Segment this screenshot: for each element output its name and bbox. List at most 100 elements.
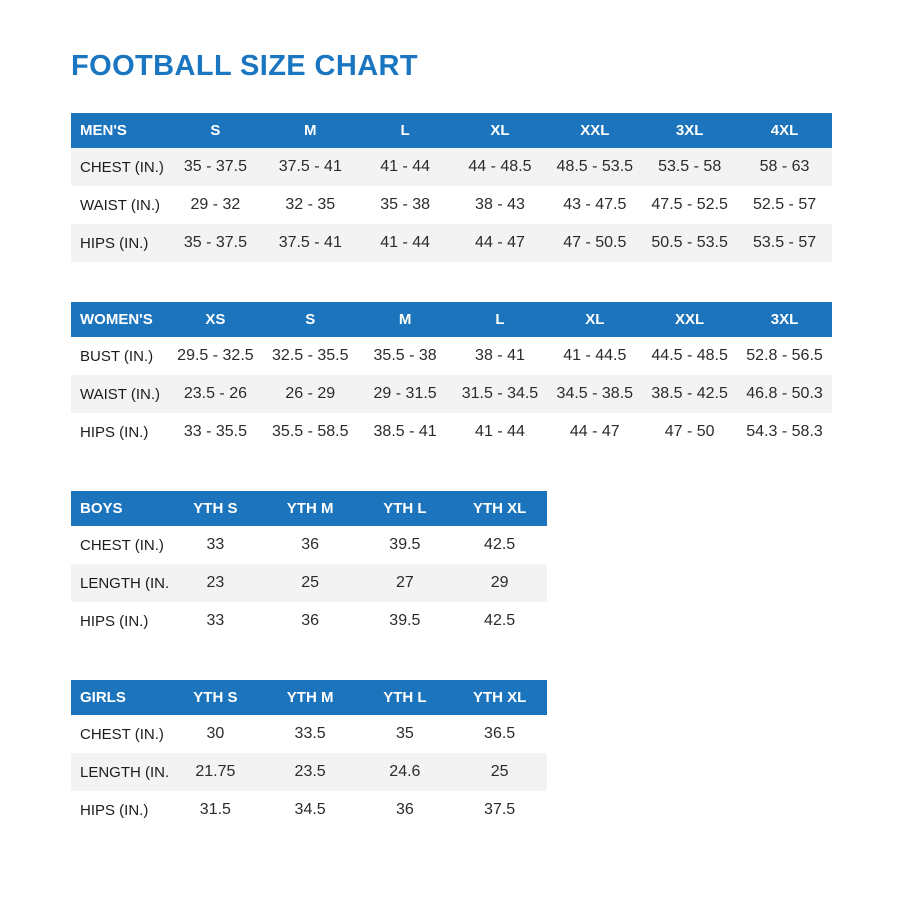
measurement-value: 42.5 — [484, 612, 516, 629]
size-column-header: S — [262, 302, 358, 337]
row-label: HIPS (IN.) — [80, 612, 149, 630]
size-column-header: XXL — [642, 302, 738, 337]
measurement-value: 38 - 43 — [475, 196, 525, 213]
measurement-value: 35.5 - 58.5 — [272, 423, 349, 440]
size-column-header: L — [452, 302, 548, 337]
measurement-value: 25 — [452, 753, 547, 791]
measurement-value: 27 — [357, 564, 453, 602]
measurement-value: 21.75 — [168, 753, 263, 791]
measurement-value: 35.5 - 38 — [373, 347, 437, 364]
size-column-header: S — [168, 113, 263, 148]
measurement-value: 36 — [301, 536, 320, 553]
table-row: HIPS (IN.) 35 - 37.5 37.5 - 41 41 - 44 44 - … — [71, 224, 832, 262]
measurement-value: 53.5 - 58 — [642, 148, 738, 186]
measurement-value: 44 - 47 — [569, 423, 620, 440]
row-label: WAIST (IN.) — [80, 196, 160, 214]
measurement-value: 35 - 37.5 — [168, 148, 263, 186]
measurement-value: 47 - 50.5 — [547, 224, 643, 262]
table-row: HIPS (IN.) 33 - 35.5 35.5 - 58.5 38.5 - 41 4… — [71, 413, 832, 451]
measurement-value: 38.5 - 41 — [373, 423, 437, 440]
measurement-value: 33 - 35.5 — [183, 423, 247, 440]
table-row: BUST (IN.) 29.5 - 32.5 32.5 - 35.5 35.5 - 3… — [71, 337, 832, 375]
page-title: FOOTBALL SIZE CHART — [71, 50, 418, 82]
size-column-header: YTH S — [168, 491, 263, 526]
measurement-value: 24.6 — [357, 753, 453, 791]
table-row: LENGTH (IN.) 23 25 27 29 — [71, 564, 547, 602]
row-label: HIPS (IN.) — [80, 801, 149, 819]
row-label: WAIST (IN.) — [71, 375, 168, 413]
boys-header-row: BOYS YTH S YTH M YTH L YTH XL — [71, 491, 547, 526]
size-column-header: YTH L — [357, 680, 453, 715]
measurement-value: 34.5 - 38.5 — [547, 375, 643, 413]
measurement-value: 31.5 — [199, 801, 231, 818]
measurement-value: 32.5 - 35.5 — [272, 347, 349, 364]
measurement-value: 37.5 - 41 — [262, 148, 358, 186]
size-column-header: L — [357, 113, 453, 148]
row-label: HIPS (IN.) — [80, 423, 149, 441]
row-label: BUST (IN.) — [80, 347, 154, 365]
measurement-value: 47 - 50 — [664, 423, 715, 440]
size-column-header: 4XL — [737, 113, 832, 148]
girls-size-table: GIRLS YTH S YTH M YTH L YTH XL CHEST (IN.) 30 3… — [71, 680, 547, 829]
size-column-header: XS — [168, 302, 263, 337]
measurement-value: 33 — [206, 612, 225, 629]
mens-table-title: MEN'S — [71, 113, 168, 148]
measurement-value: 43 - 47.5 — [563, 196, 627, 213]
table-row: HIPS (IN.) 33 36 39.5 42.5 — [71, 602, 547, 640]
measurement-value: 38.5 - 42.5 — [642, 375, 738, 413]
measurement-value: 25 — [262, 564, 358, 602]
table-row: CHEST (IN.) 30 33.5 35 36.5 — [71, 715, 547, 753]
measurement-value: 34.5 — [294, 801, 326, 818]
size-column-header: 3XL — [642, 113, 738, 148]
measurement-value: 41 - 44 — [475, 423, 525, 440]
measurement-value: 44.5 - 48.5 — [651, 347, 728, 364]
tables-host: MEN'S S M L XL XXL 3XL 4XL CHEST (IN.) 35 - 37.5 3… — [71, 113, 900, 829]
measurement-value: 35 — [395, 725, 414, 742]
measurement-value: 31.5 - 34.5 — [452, 375, 548, 413]
row-label: LENGTH (IN.) — [71, 564, 168, 602]
measurement-value: 39.5 — [389, 536, 421, 553]
size-column-header: XL — [452, 113, 548, 148]
measurement-value: 36 — [301, 612, 320, 629]
size-column-header: YTH XL — [452, 491, 547, 526]
measurement-value: 29 - 31.5 — [357, 375, 453, 413]
measurement-value: 54.3 - 58.3 — [746, 423, 823, 440]
size-column-header: XL — [547, 302, 643, 337]
table-row: LENGTH (IN.) 21.75 23.5 24.6 25 — [71, 753, 547, 791]
measurement-value: 29 - 32 — [190, 196, 241, 213]
measurement-value: 37.5 - 41 — [262, 224, 358, 262]
size-column-header: M — [357, 302, 453, 337]
measurement-value: 44 - 47 — [452, 224, 548, 262]
size-column-header: YTH M — [262, 491, 358, 526]
measurement-value: 42.5 — [484, 536, 516, 553]
table-row: CHEST (IN.) 35 - 37.5 37.5 - 41 41 - 44 44 -… — [71, 148, 832, 186]
womens-table-title: WOMEN'S — [71, 302, 168, 337]
measurement-value: 35 - 38 — [380, 196, 431, 213]
measurement-value: 32 - 35 — [285, 196, 336, 213]
measurement-value: 23 — [168, 564, 263, 602]
girls-table-title: GIRLS — [71, 680, 168, 715]
measurement-value: 41 - 44.5 — [563, 347, 627, 364]
womens-header-row: WOMEN'S XS S M L XL XXL 3XL — [71, 302, 832, 337]
measurement-value: 44 - 48.5 — [452, 148, 548, 186]
measurement-value: 37.5 — [484, 801, 516, 818]
mens-header-row: MEN'S S M L XL XXL 3XL 4XL — [71, 113, 832, 148]
measurement-value: 52.5 - 57 — [752, 196, 817, 213]
measurement-value: 33.5 — [294, 725, 326, 742]
table-row: HIPS (IN.) 31.5 34.5 36 37.5 — [71, 791, 547, 829]
boys-size-table: BOYS YTH S YTH M YTH L YTH XL CHEST (IN.) 33 36… — [71, 491, 547, 640]
measurement-value: 23.5 - 26 — [168, 375, 263, 413]
measurement-value: 46.8 - 50.3 — [737, 375, 832, 413]
measurement-value: 52.8 - 56.5 — [746, 347, 823, 364]
measurement-value: 29.5 - 32.5 — [177, 347, 254, 364]
row-label: CHEST (IN.) — [80, 536, 164, 554]
size-column-header: YTH L — [357, 491, 453, 526]
measurement-value: 36 — [395, 801, 414, 818]
row-label: LENGTH (IN.) — [71, 753, 168, 791]
row-label: HIPS (IN.) — [71, 224, 168, 262]
row-label: CHEST (IN.) — [80, 725, 164, 743]
measurement-value: 50.5 - 53.5 — [642, 224, 738, 262]
size-column-header: M — [262, 113, 358, 148]
size-column-header: YTH S — [168, 680, 263, 715]
